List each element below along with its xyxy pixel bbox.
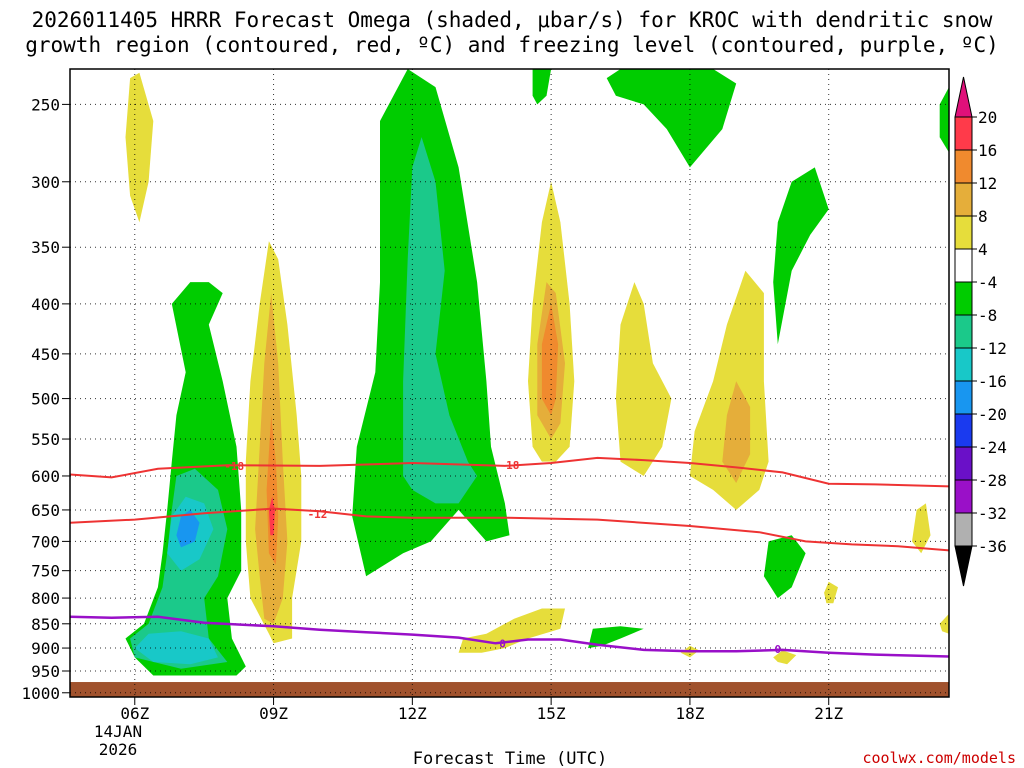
omega-region-yellow-22z bbox=[912, 503, 931, 554]
dgz-label--18C-1: -18 bbox=[500, 459, 520, 472]
omega-region-green-20z bbox=[773, 167, 829, 345]
x-tick-label-15Z: 15Z bbox=[537, 704, 566, 723]
colorbar-swatch-3 bbox=[954, 215, 973, 250]
colorbar-label-3: 8 bbox=[978, 207, 988, 226]
omega-region-orange-15z bbox=[541, 303, 559, 416]
omega-region-orange-09z bbox=[266, 415, 279, 565]
y-tick-label-500: 500 bbox=[31, 390, 60, 409]
y-tick-label-600: 600 bbox=[31, 467, 60, 486]
omega-region-yellow-right-edge bbox=[939, 613, 949, 634]
colorbar-swatch-9 bbox=[954, 413, 973, 448]
freezing-level-contour bbox=[70, 615, 949, 658]
colorbar-swatch-8 bbox=[954, 380, 973, 415]
colorbar-swatch-10 bbox=[954, 446, 973, 481]
y-tick-label-750: 750 bbox=[31, 562, 60, 581]
colorbar-swatch-0 bbox=[954, 116, 973, 151]
omega-region-green-top-17z bbox=[606, 69, 737, 168]
colorbar-swatch-2 bbox=[954, 182, 973, 217]
x-tick-label-12Z: 12Z bbox=[398, 704, 427, 723]
omega-region-green-top-15z bbox=[532, 69, 552, 105]
y-tick-label-550: 550 bbox=[31, 430, 60, 449]
y-tick-label-350: 350 bbox=[31, 238, 60, 257]
colorbar-swatch-6 bbox=[954, 314, 973, 349]
watermark-link[interactable]: coolwx.com/models bbox=[862, 749, 1016, 767]
chart-title-line1: 2026011405 HRRR Forecast Omega (shaded, … bbox=[32, 8, 993, 32]
colorbar-label-8: -16 bbox=[978, 372, 1007, 391]
dgz-contour--18C bbox=[70, 456, 949, 488]
colorbar-label-1: 16 bbox=[978, 141, 997, 160]
freezing-label-0: 0 bbox=[499, 637, 506, 650]
y-tick-label-650: 650 bbox=[31, 501, 60, 520]
y-tick-label-450: 450 bbox=[31, 345, 60, 364]
y-tick-label-250: 250 bbox=[31, 95, 60, 114]
colorbar-swatch-1 bbox=[954, 149, 973, 184]
date-label: 14JAN bbox=[94, 722, 142, 741]
colorbar-swatch-5 bbox=[954, 281, 973, 316]
colorbar-label-9: -20 bbox=[978, 405, 1007, 424]
colorbar-swatch-12 bbox=[954, 512, 973, 547]
y-tick-label-700: 700 bbox=[31, 532, 60, 551]
y-tick-label-1000: 1000 bbox=[21, 684, 60, 703]
colorbar-label-0: 20 bbox=[978, 108, 997, 127]
colorbar-label-7: -12 bbox=[978, 339, 1007, 358]
omega-region-yellow-16z bbox=[615, 282, 672, 476]
y-tick-label-400: 400 bbox=[31, 295, 60, 314]
colorbar-label-4: 4 bbox=[978, 240, 988, 259]
omega-region-cyan-low bbox=[134, 631, 218, 665]
colorbar-swatch-7 bbox=[954, 347, 973, 382]
x-tick-label-18Z: 18Z bbox=[675, 704, 704, 723]
colorbar-label-10: -24 bbox=[978, 438, 1007, 457]
omega-region-blue-left bbox=[176, 509, 200, 548]
omega-region-seagreen-12z bbox=[403, 137, 478, 504]
y-tick-label-850: 850 bbox=[31, 615, 60, 634]
y-tick-label-900: 900 bbox=[31, 639, 60, 658]
colorbar-label-11: -28 bbox=[978, 471, 1007, 490]
colorbar: 20 16 12 8 4 -4 -8 -12 -16 -20 -24 -28 -32 -36 bbox=[954, 76, 1007, 587]
y-axis: 250 300 350 400 450 500 550 600 650 700 750 800 850 9… bbox=[21, 95, 70, 703]
year-label: 2026 bbox=[99, 740, 138, 759]
dgz-contour--12C bbox=[70, 507, 949, 552]
colorbar-bottom-triangle bbox=[954, 545, 973, 587]
omega-region-green-right-top bbox=[939, 87, 949, 153]
colorbar-swatch-11 bbox=[954, 479, 973, 514]
omega-region-tan-19z bbox=[722, 381, 751, 483]
omega-region-green-16z-low bbox=[588, 626, 644, 649]
y-tick-label-950: 950 bbox=[31, 662, 60, 681]
x-axis: 06Z 09Z 12Z 15Z 18Z 21Z bbox=[120, 697, 844, 723]
plot-frame bbox=[69, 68, 950, 698]
omega-region-yellow-20z-small bbox=[773, 650, 797, 665]
plot-inner: -18 -18 -12 0 0 bbox=[70, 69, 949, 697]
x-tick-label-21Z: 21Z bbox=[814, 704, 843, 723]
dgz-label--18C-0: -18 bbox=[224, 460, 244, 473]
plot-area: -18 -18 -12 0 0 bbox=[69, 68, 950, 698]
omega-region-green-20z-low bbox=[763, 535, 806, 599]
y-tick-label-300: 300 bbox=[31, 173, 60, 192]
colorbar-top-triangle bbox=[954, 76, 973, 118]
omega-region-yellow-top-left bbox=[125, 72, 154, 223]
x-axis-label: Forecast Time (UTC) bbox=[413, 749, 607, 768]
x-tick-label-09Z: 09Z bbox=[259, 704, 288, 723]
colorbar-label-6: -8 bbox=[978, 306, 997, 325]
x-tick-label-06Z: 06Z bbox=[120, 704, 149, 723]
omega-region-red-09z bbox=[268, 496, 275, 536]
y-tick-label-800: 800 bbox=[31, 589, 60, 608]
dgz-label--12C-0: -12 bbox=[308, 508, 328, 521]
chart-title-line2: growth region (contoured, red, ºC) and f… bbox=[25, 33, 999, 57]
colorbar-label-12: -32 bbox=[978, 504, 1007, 523]
colorbar-label-13: -36 bbox=[978, 537, 1007, 556]
colorbar-label-2: 12 bbox=[978, 174, 997, 193]
colorbar-label-5: -4 bbox=[978, 273, 997, 292]
freezing-label-1: 0 bbox=[775, 643, 782, 656]
ground-below-surface bbox=[70, 682, 949, 697]
omega-region-yellow-21z-small bbox=[824, 581, 838, 604]
colorbar-swatch-4 bbox=[954, 248, 973, 283]
